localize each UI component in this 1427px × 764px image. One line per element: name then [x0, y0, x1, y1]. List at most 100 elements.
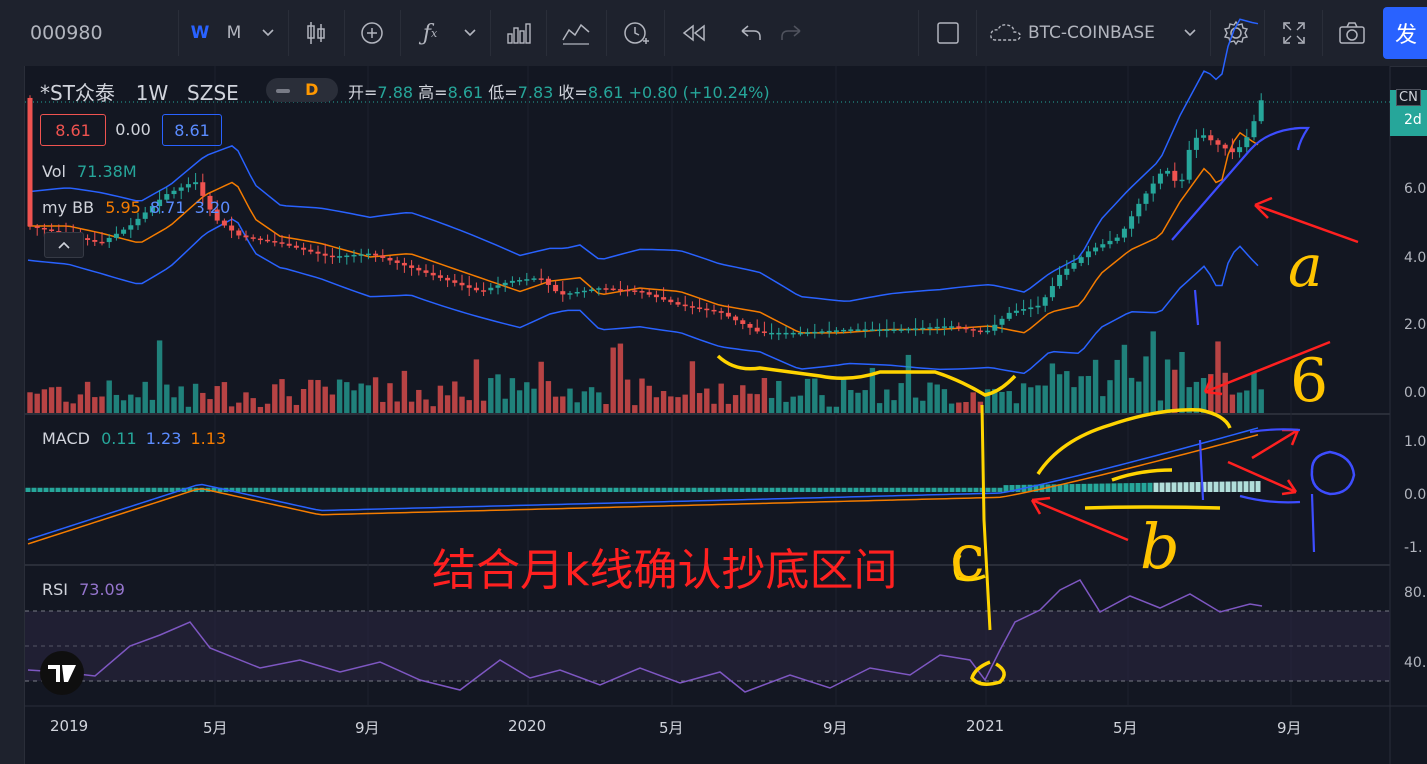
candle-body: [92, 239, 98, 242]
annotation-blue-stem: [1310, 493, 1316, 553]
volume-bar: [934, 384, 940, 413]
macd-histogram-bar: [97, 487, 103, 492]
candle-body: [891, 329, 897, 331]
financials-icon[interactable]: [500, 14, 536, 52]
add-compare-icon[interactable]: [354, 14, 390, 52]
macd-histogram-bar: [229, 487, 235, 492]
volume-bar: [228, 406, 235, 413]
macd-histogram-bar: [871, 487, 877, 492]
macd-line-value: 1.23: [145, 429, 182, 448]
macd-histogram-bar: [523, 487, 529, 492]
mode-toggle[interactable]: D: [266, 78, 338, 102]
macd-histogram-bar: [37, 487, 43, 492]
macd-histogram-bar: [757, 487, 763, 492]
candle-body: [1258, 100, 1264, 122]
volume-bar: [185, 406, 192, 413]
camera-icon[interactable]: [1334, 14, 1370, 52]
volume-bar: [941, 389, 948, 413]
candle-body: [1049, 286, 1055, 298]
candle-body: [884, 329, 890, 331]
compare-symbol-label[interactable]: BTC-COINBASE: [1028, 23, 1155, 43]
time-tick: 2021: [966, 717, 1005, 735]
volume-bar: [394, 401, 400, 413]
low-label: 低=: [488, 83, 518, 102]
publish-button[interactable]: 发: [1383, 7, 1427, 59]
symbol-search[interactable]: 000980: [30, 22, 103, 44]
macd-histogram-bar: [325, 487, 331, 492]
collapse-legend-button[interactable]: [44, 232, 84, 258]
macd-histogram-bar: [367, 487, 373, 492]
candle-body: [344, 255, 350, 258]
candle-body: [826, 330, 832, 333]
macd-histogram-bar: [1015, 484, 1021, 492]
volume-bar: [718, 383, 724, 413]
annotation-yellow-bottom-curve: [716, 354, 1017, 397]
candle-body: [322, 253, 328, 256]
macd-histogram-bar: [595, 487, 601, 492]
candle-body: [545, 278, 551, 285]
macd-histogram-bar: [1009, 485, 1015, 492]
volume-bar: [365, 385, 372, 413]
layout-icon[interactable]: [930, 14, 966, 52]
volume-bar: [293, 404, 300, 413]
fullscreen-icon[interactable]: [1276, 14, 1312, 52]
volume-bar: [257, 406, 264, 413]
candle-body: [819, 331, 825, 333]
macd-histogram-bar: [1243, 481, 1249, 492]
candle-body: [221, 220, 227, 226]
candle-body: [243, 235, 249, 238]
candle-body: [517, 280, 523, 282]
undo-icon[interactable]: [732, 14, 768, 52]
candle-body: [1150, 183, 1156, 194]
redo-icon[interactable]: [774, 14, 810, 52]
time-tick: 9月: [1277, 719, 1302, 737]
candle-body: [776, 332, 782, 335]
macd-histogram-bar: [127, 487, 133, 492]
candle-type-icon[interactable]: [298, 14, 334, 52]
candle-body: [855, 329, 861, 331]
macd-histogram-bar: [493, 487, 499, 492]
candle-body: [531, 278, 537, 280]
volume-bar: [704, 388, 710, 413]
left-drawing-toolbar: [0, 66, 25, 764]
templates-icon[interactable]: [556, 14, 596, 52]
volume-bar: [41, 389, 48, 413]
macd-histogram-bar: [499, 487, 505, 492]
candle-body: [502, 282, 508, 286]
macd-histogram-bar: [1129, 483, 1135, 492]
chevron-down-icon[interactable]: [458, 14, 482, 52]
volume-bar: [135, 397, 141, 413]
macd-histogram-bar: [295, 487, 301, 492]
replay-icon[interactable]: [676, 14, 712, 52]
sell-button[interactable]: 8.61: [40, 114, 106, 146]
macd-histogram-bar: [301, 487, 307, 492]
candle-body: [135, 218, 141, 226]
volume-bar: [992, 388, 998, 413]
volume-bar: [308, 379, 314, 413]
macd-histogram-bar: [337, 487, 343, 492]
macd-histogram-bar: [961, 487, 967, 492]
volume-bar: [164, 384, 170, 413]
macd-histogram-bar: [481, 487, 487, 492]
chevron-down-icon[interactable]: [1180, 14, 1200, 52]
interval-weekly-button[interactable]: W: [190, 23, 210, 43]
interval-monthly-button[interactable]: M: [226, 23, 242, 43]
candle-body: [1215, 140, 1221, 145]
candle-body: [113, 233, 119, 238]
volume-bar: [1186, 387, 1192, 413]
macd-histogram-bar: [25, 487, 31, 492]
price-tick: 0.0: [1404, 385, 1427, 401]
chevron-down-icon[interactable]: [256, 14, 280, 52]
macd-histogram-bar: [385, 487, 391, 492]
volume-bar: [1049, 363, 1056, 413]
macd-histogram-bar: [1027, 484, 1033, 492]
alert-clock-icon[interactable]: [616, 14, 656, 52]
macd-histogram-bar: [259, 487, 265, 492]
macd-histogram-bar: [745, 487, 751, 492]
time-tick: 5月: [1113, 719, 1138, 737]
candle-body: [1114, 237, 1120, 241]
buy-button[interactable]: 8.61: [162, 114, 222, 146]
macd-histogram-bar: [529, 487, 535, 492]
